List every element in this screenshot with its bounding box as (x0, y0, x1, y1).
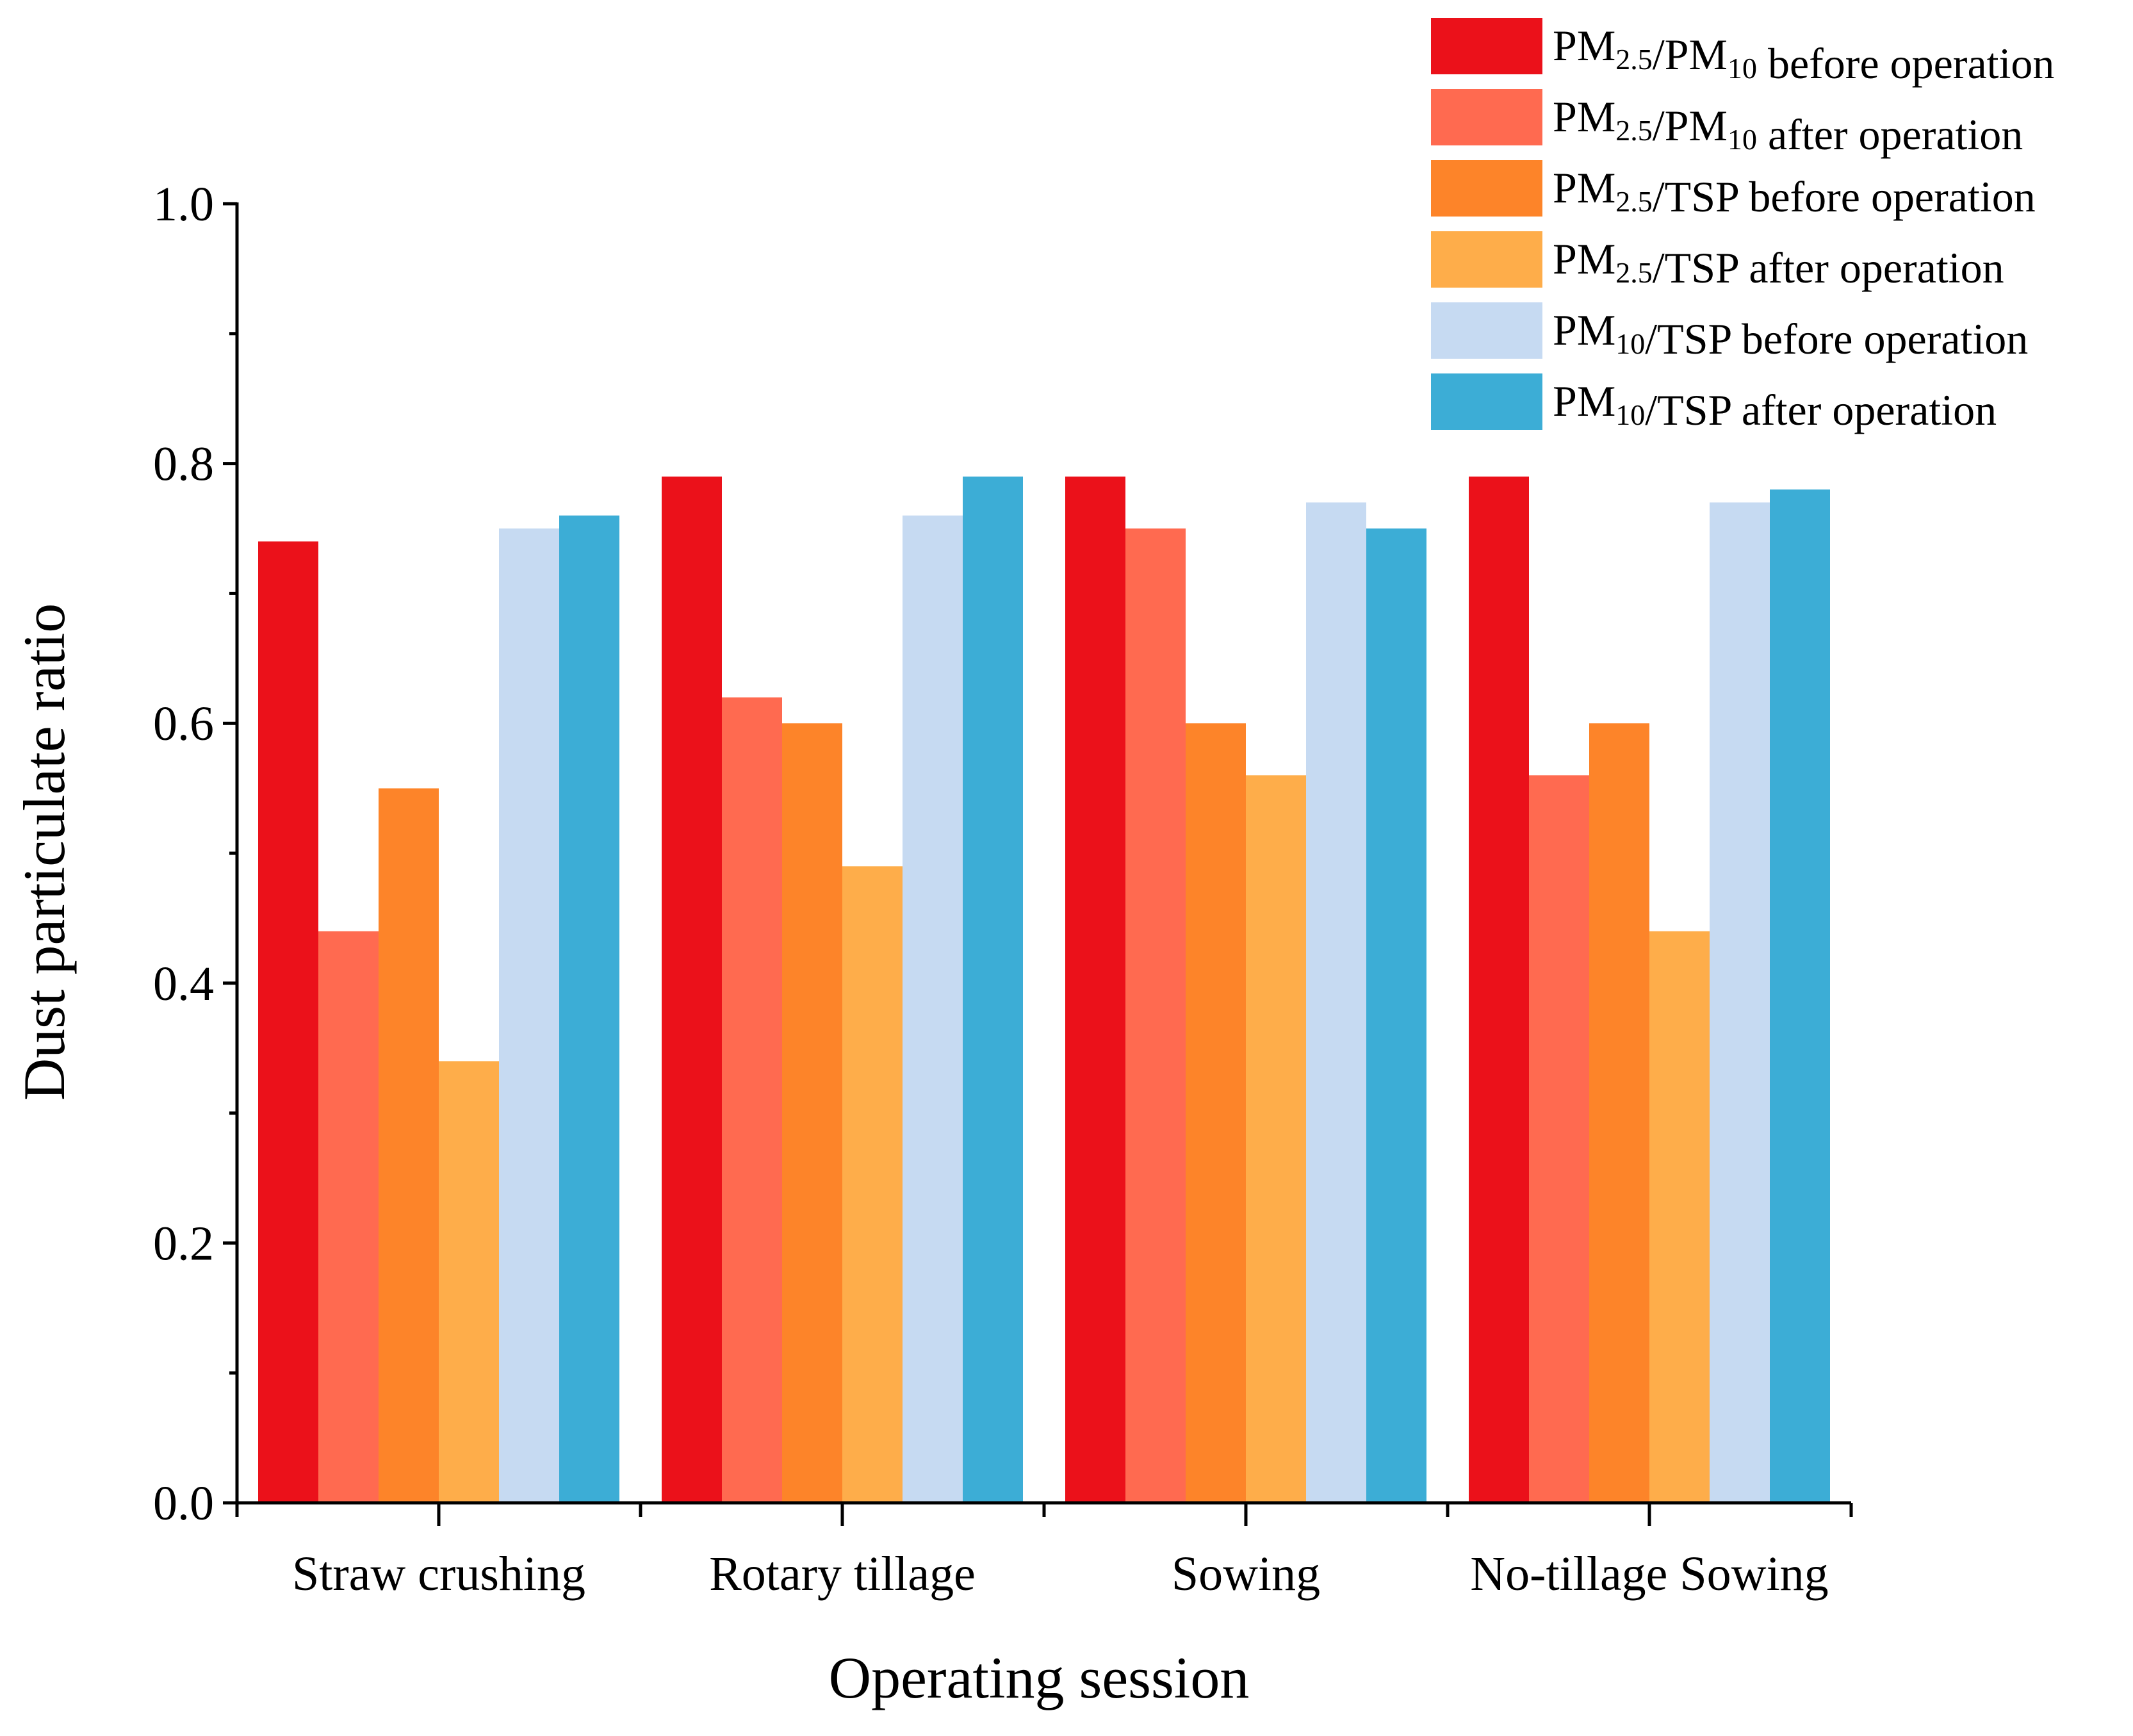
bar-6-2 (963, 476, 1023, 1503)
bar-1-2 (662, 476, 722, 1503)
bars (258, 476, 1830, 1503)
bar-6-1 (559, 515, 619, 1503)
legend-label-1: PM2.5/PM10 before operation (1553, 21, 2054, 88)
bar-2-1 (318, 931, 379, 1503)
bar-6-4 (1770, 489, 1830, 1503)
bar-1-3 (1065, 476, 1125, 1503)
bar-5-1 (499, 528, 559, 1503)
bar-3-2 (782, 723, 842, 1503)
bar-2-4 (1529, 775, 1589, 1503)
legend-swatch-4 (1431, 231, 1542, 288)
legend-label-5: PM10/TSP before operation (1553, 306, 2028, 363)
y-ticks: 0.0 0.2 0.4 0.6 0.8 1.0 (153, 177, 237, 1530)
legend-label-6: PM10/TSP after operation (1553, 377, 1997, 434)
y-axis-title: Dust particulate ratio (12, 603, 77, 1101)
bar-5-4 (1710, 502, 1770, 1503)
legend-label-4: PM2.5/TSP after operation (1553, 234, 2004, 292)
legend-label-2: PM2.5/PM10 after operation (1553, 92, 2023, 159)
y-tick-label: 0.8 (153, 438, 214, 491)
bar-5-2 (903, 515, 963, 1503)
x-axis-title: Operating session (829, 1645, 1250, 1710)
x-ticks: Straw crushing Rotary tillage Sowing No-til… (235, 1503, 1853, 1601)
bar-1-4 (1469, 476, 1529, 1503)
legend-swatch-1 (1431, 18, 1542, 74)
bar-4-2 (842, 866, 903, 1503)
bar-1-1 (258, 541, 318, 1503)
bar-4-1 (439, 1061, 499, 1503)
bar-5-3 (1306, 502, 1366, 1503)
bar-3-3 (1186, 723, 1246, 1503)
x-tick-label: Sowing (1172, 1547, 1320, 1601)
bar-3-4 (1589, 723, 1649, 1503)
bar-2-2 (722, 697, 782, 1503)
x-tick-label: Rotary tillage (709, 1547, 976, 1601)
x-tick-label: No-tillage Sowing (1470, 1547, 1828, 1601)
bar-3-1 (379, 788, 439, 1503)
legend-swatch-5 (1431, 302, 1542, 359)
y-tick-label: 0.6 (153, 697, 214, 751)
y-tick-label: 0.0 (153, 1477, 214, 1530)
y-tick-label: 0.2 (153, 1216, 214, 1270)
y-tick-label: 1.0 (153, 177, 214, 231)
bar-2-3 (1125, 528, 1186, 1503)
bar-4-3 (1246, 775, 1306, 1503)
y-tick-label: 0.4 (153, 957, 214, 1011)
x-tick-label: Straw crushing (292, 1547, 585, 1601)
bar-4-4 (1649, 931, 1710, 1503)
legend-label-3: PM2.5/TSP before operation (1553, 163, 2036, 221)
legend-swatch-2 (1431, 89, 1542, 145)
bar-6-3 (1366, 528, 1426, 1503)
legend-swatch-6 (1431, 373, 1542, 430)
legend-swatch-3 (1431, 160, 1542, 217)
